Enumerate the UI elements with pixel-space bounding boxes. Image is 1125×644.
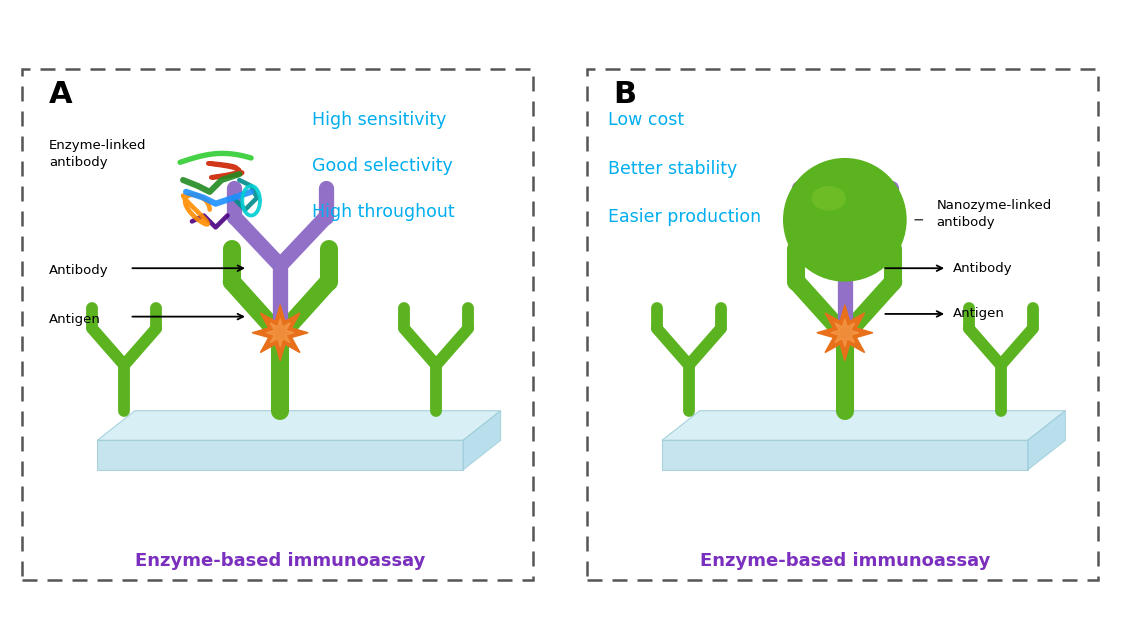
Text: High sensitivity: High sensitivity: [313, 111, 447, 129]
Polygon shape: [267, 319, 294, 346]
FancyBboxPatch shape: [22, 70, 533, 580]
Ellipse shape: [812, 186, 846, 211]
Polygon shape: [97, 411, 501, 440]
Text: Enzyme-based immunoassay: Enzyme-based immunoassay: [700, 553, 990, 571]
Polygon shape: [831, 319, 858, 346]
Polygon shape: [464, 411, 501, 470]
Text: Nanozyme-linked
antibody: Nanozyme-linked antibody: [936, 200, 1052, 229]
Polygon shape: [252, 305, 308, 361]
Text: Antigen: Antigen: [48, 313, 101, 326]
Text: B: B: [613, 80, 637, 109]
Text: Enzyme-based immunoassay: Enzyme-based immunoassay: [135, 553, 425, 571]
Polygon shape: [817, 305, 873, 361]
Text: Antibody: Antibody: [48, 265, 108, 278]
Polygon shape: [662, 440, 1028, 470]
Text: Antigen: Antigen: [953, 307, 1005, 321]
Ellipse shape: [783, 158, 907, 281]
Text: Antibody: Antibody: [953, 261, 1012, 275]
Polygon shape: [1028, 411, 1065, 470]
Polygon shape: [662, 411, 1065, 440]
Text: Enzyme-linked
antibody: Enzyme-linked antibody: [48, 139, 146, 169]
Text: High throughout: High throughout: [313, 203, 454, 221]
Polygon shape: [97, 440, 463, 470]
Text: Better stability: Better stability: [609, 160, 738, 178]
Text: Low cost: Low cost: [609, 111, 684, 129]
Text: Easier production: Easier production: [609, 208, 762, 226]
Text: A: A: [48, 80, 72, 109]
Text: Good selectivity: Good selectivity: [313, 157, 453, 175]
FancyBboxPatch shape: [587, 70, 1098, 580]
